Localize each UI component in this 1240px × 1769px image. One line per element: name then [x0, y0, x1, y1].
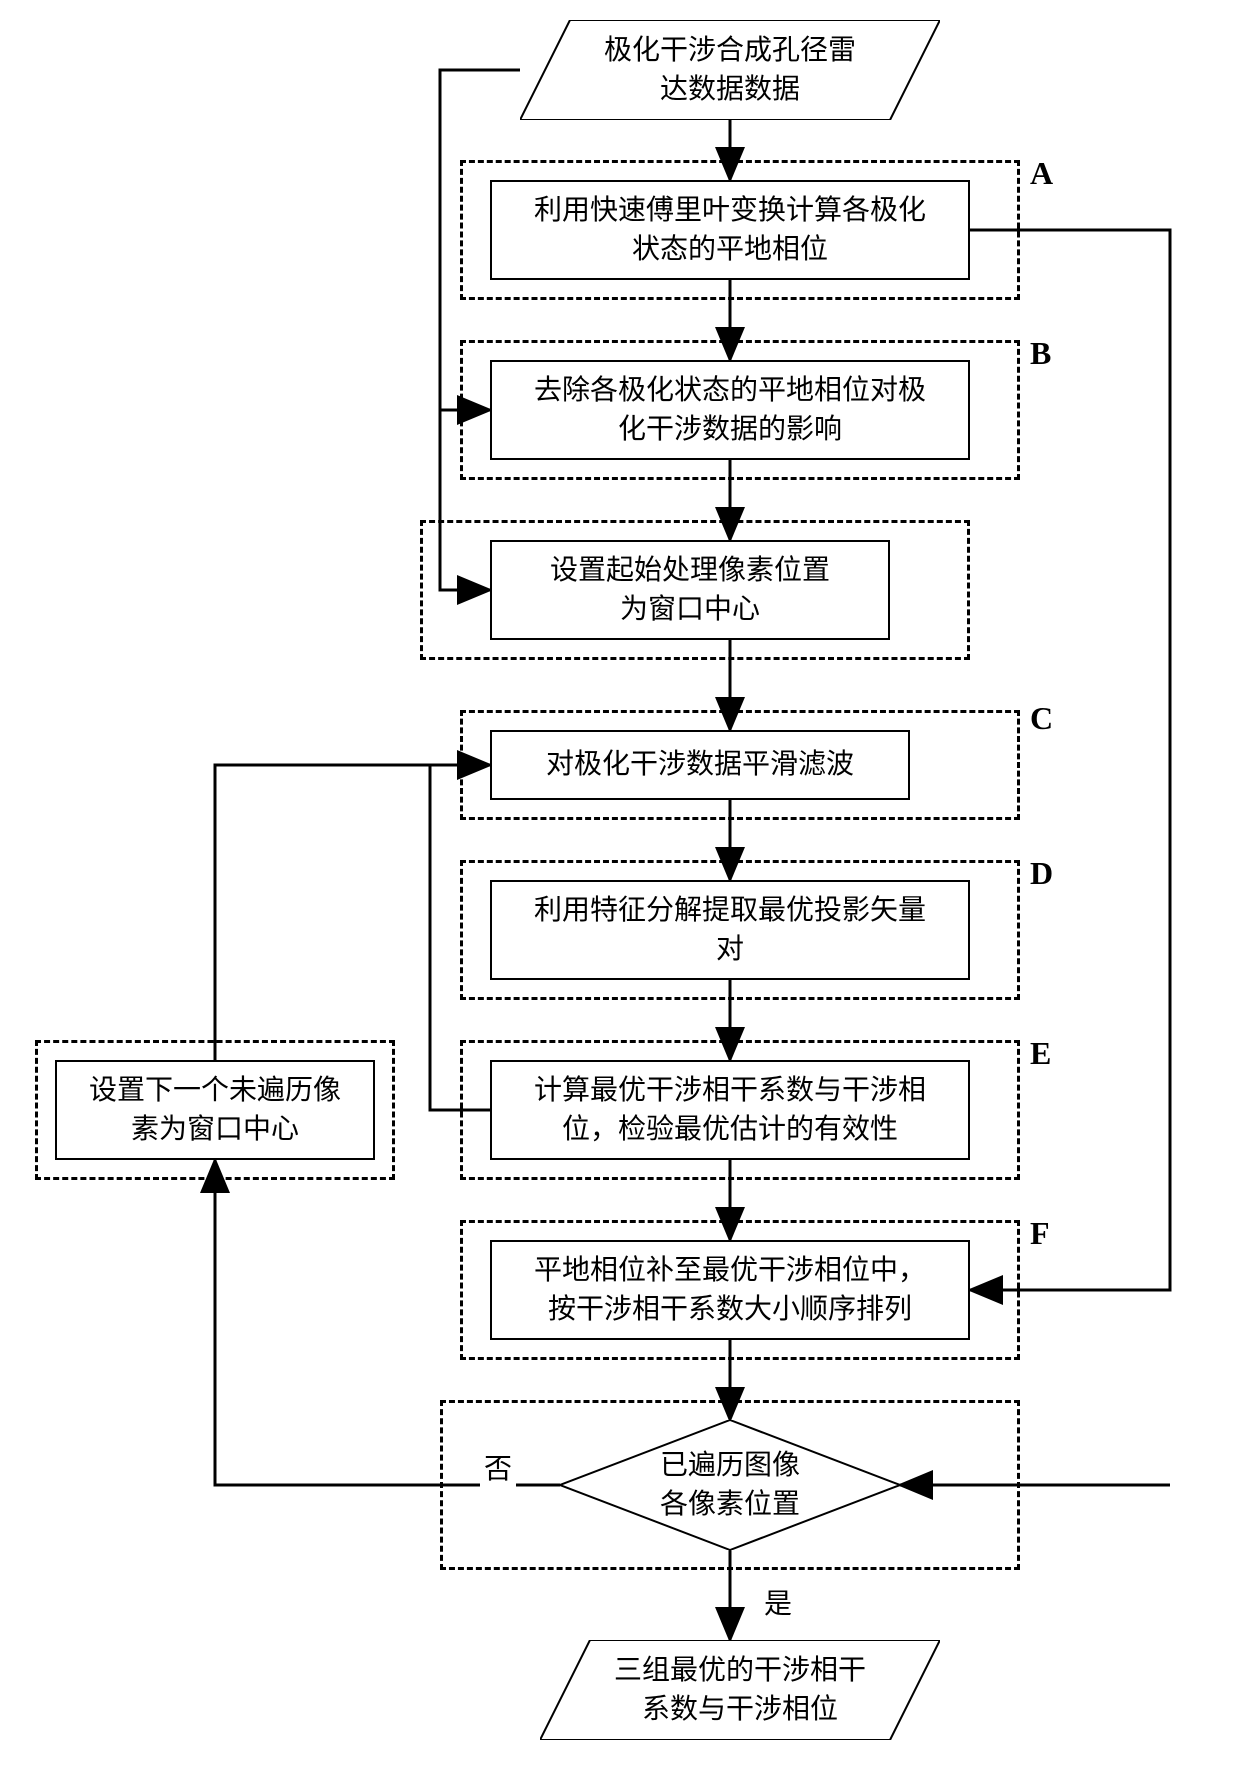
- flowchart-container: 极化干涉合成孔径雷达数据数据 利用快速傅里叶变换计算各极化状态的平地相位 A 去…: [0, 0, 1240, 1769]
- setStart-text: 设置起始处理像素位置为窗口中心: [550, 551, 830, 629]
- stepD-label: D: [1030, 855, 1053, 892]
- setStart-node: 设置起始处理像素位置为窗口中心: [490, 540, 890, 640]
- stepF-text: 平地相位补至最优干涉相位中，按干涉相干系数大小顺序排列: [534, 1251, 926, 1329]
- stepE-label: E: [1030, 1035, 1051, 1072]
- stepD-node: 利用特征分解提取最优投影矢量对: [490, 880, 970, 980]
- setNext-node: 设置下一个未遍历像素为窗口中心: [55, 1060, 375, 1160]
- edge-label-yes: 是: [760, 1580, 796, 1624]
- stepD-text: 利用特征分解提取最优投影矢量对: [534, 891, 926, 969]
- stepC-text: 对极化干涉数据平滑滤波: [546, 745, 854, 784]
- decision-text: 已遍历图像各像素位置: [560, 1420, 900, 1550]
- output-node: 三组最优的干涉相干系数与干涉相位: [540, 1640, 940, 1740]
- stepA-label: A: [1030, 155, 1053, 192]
- stepE-text: 计算最优干涉相干系数与干涉相位，检验最优估计的有效性: [534, 1071, 926, 1149]
- stepF-node: 平地相位补至最优干涉相位中，按干涉相干系数大小顺序排列: [490, 1240, 970, 1340]
- output-text: 三组最优的干涉相干系数与干涉相位: [614, 1651, 866, 1729]
- stepB-text: 去除各极化状态的平地相位对极化干涉数据的影响: [534, 371, 926, 449]
- stepB-label: B: [1030, 335, 1051, 372]
- stepC-node: 对极化干涉数据平滑滤波: [490, 730, 910, 800]
- stepC-label: C: [1030, 700, 1053, 737]
- stepF-label: F: [1030, 1215, 1050, 1252]
- stepA-node: 利用快速傅里叶变换计算各极化状态的平地相位: [490, 180, 970, 280]
- stepA-text: 利用快速傅里叶变换计算各极化状态的平地相位: [534, 191, 926, 269]
- setNext-text: 设置下一个未遍历像素为窗口中心: [89, 1071, 341, 1149]
- stepB-node: 去除各极化状态的平地相位对极化干涉数据的影响: [490, 360, 970, 460]
- input-text: 极化干涉合成孔径雷达数据数据: [604, 31, 856, 109]
- decision-node: 已遍历图像各像素位置: [560, 1420, 900, 1550]
- input-node: 极化干涉合成孔径雷达数据数据: [520, 20, 940, 120]
- stepE-node: 计算最优干涉相干系数与干涉相位，检验最优估计的有效性: [490, 1060, 970, 1160]
- edge-label-no: 否: [480, 1445, 516, 1489]
